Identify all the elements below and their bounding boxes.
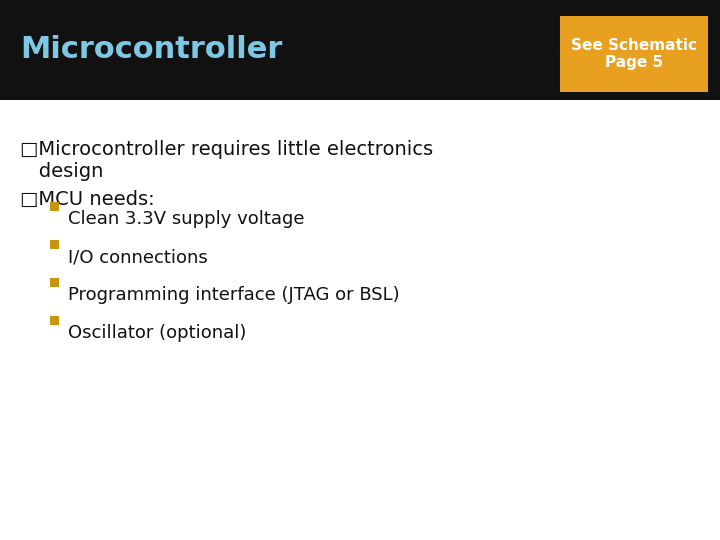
Bar (50, 316, 59, 325)
Bar (0, 0, 720, 100)
Text: □Microcontroller requires little electronics: □Microcontroller requires little electro… (20, 140, 433, 159)
Text: Microcontroller: Microcontroller (20, 36, 282, 64)
Bar (50, 278, 59, 287)
Text: Clean 3.3V supply voltage: Clean 3.3V supply voltage (68, 210, 305, 228)
Text: Oscillator (optional): Oscillator (optional) (68, 324, 246, 342)
Bar (50, 202, 59, 211)
Text: I/O connections: I/O connections (68, 248, 208, 266)
Text: design: design (20, 162, 104, 181)
Bar (560, 16, 708, 92)
Text: See Schematic
Page 5: See Schematic Page 5 (571, 38, 697, 70)
Text: Programming interface (JTAG or BSL): Programming interface (JTAG or BSL) (68, 286, 400, 304)
Bar (50, 240, 59, 249)
Text: □MCU needs:: □MCU needs: (20, 190, 155, 209)
